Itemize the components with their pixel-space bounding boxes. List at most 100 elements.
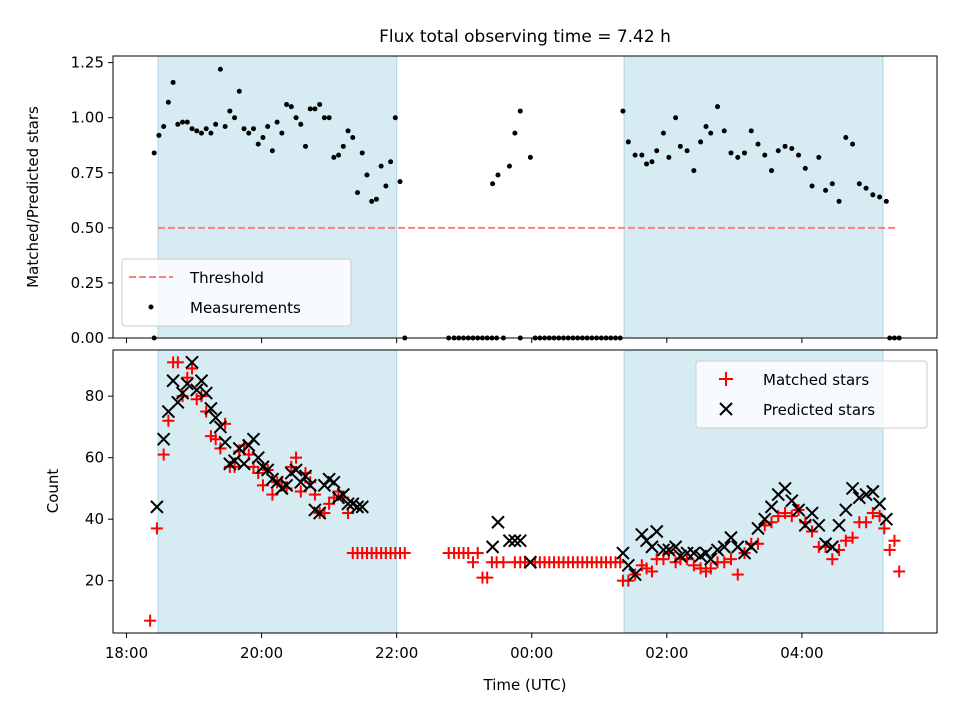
measurement-point bbox=[666, 154, 672, 160]
measurement-point bbox=[246, 130, 252, 136]
matched-star-point bbox=[285, 460, 298, 473]
matched-star-point bbox=[893, 565, 906, 578]
measurement-point bbox=[490, 181, 496, 187]
matched-star-point bbox=[195, 390, 208, 403]
matched-star-point bbox=[866, 507, 879, 520]
measurement-point bbox=[260, 135, 266, 141]
measurement-point bbox=[321, 115, 327, 121]
matched-star-point bbox=[687, 559, 700, 572]
bottom-y-tick-label: 60 bbox=[85, 449, 104, 467]
matched-star-point bbox=[888, 534, 901, 547]
bottom-y-tick-label: 40 bbox=[85, 510, 104, 528]
predicted-star-point bbox=[673, 549, 688, 563]
measurement-point bbox=[843, 135, 849, 141]
measurement-point bbox=[877, 194, 883, 200]
matched-star-point bbox=[209, 433, 222, 446]
measurement-point bbox=[340, 143, 346, 149]
measurement-point bbox=[698, 139, 704, 145]
predicted-star-b bbox=[502, 534, 517, 548]
measurement-point bbox=[250, 126, 256, 132]
predicted-star-b bbox=[485, 540, 500, 554]
measurement-point bbox=[331, 154, 337, 160]
matched-star-point bbox=[731, 568, 744, 581]
predicted-star-point bbox=[237, 457, 251, 471]
measurement-point bbox=[203, 126, 209, 132]
measurement-point bbox=[644, 161, 650, 167]
measurement-point bbox=[495, 172, 501, 178]
matched-star-point bbox=[839, 534, 852, 547]
predicted-star-point bbox=[341, 497, 355, 511]
predicted-star-b bbox=[805, 506, 819, 520]
predicted-star-b bbox=[744, 540, 758, 554]
predicted-star-b bbox=[355, 500, 369, 514]
predicted-star-point bbox=[523, 555, 538, 569]
predicted-star-b bbox=[350, 500, 365, 514]
predicted-star-point bbox=[208, 410, 223, 425]
measurement-point bbox=[654, 148, 660, 154]
x-tick-label: 00:00 bbox=[510, 644, 553, 662]
predicted-star-point bbox=[190, 383, 204, 397]
predicted-star-b bbox=[336, 487, 351, 502]
predicted-star-b bbox=[621, 558, 636, 573]
predicted-star-point bbox=[832, 518, 846, 533]
predicted-star-point bbox=[171, 395, 185, 410]
predicted-star-b bbox=[751, 521, 765, 536]
predicted-star-b bbox=[327, 475, 341, 489]
predicted-star-b bbox=[308, 503, 322, 517]
predicted-star-point bbox=[218, 435, 232, 449]
legend-threshold-label: Threshold bbox=[189, 269, 264, 287]
predicted-star-point bbox=[199, 386, 213, 400]
predicted-star-point bbox=[628, 567, 642, 582]
predicted-star-b bbox=[839, 503, 853, 517]
predicted-star-b bbox=[232, 441, 247, 456]
measurement-point bbox=[279, 130, 285, 136]
predicted-star-point bbox=[312, 506, 327, 520]
measurement-point bbox=[506, 163, 512, 169]
measurement-point bbox=[236, 88, 242, 94]
measurement-point bbox=[512, 130, 518, 136]
measurement-point bbox=[208, 130, 214, 136]
predicted-star-point bbox=[513, 534, 527, 548]
measurement-point bbox=[829, 181, 835, 187]
predicted-star-b bbox=[818, 537, 833, 551]
predicted-star-point bbox=[645, 540, 659, 554]
measurement-point bbox=[856, 181, 862, 187]
predicted-star-point bbox=[744, 540, 758, 554]
predicted-star-b bbox=[710, 543, 725, 557]
measurement-point bbox=[198, 130, 204, 136]
predicted-star-point bbox=[704, 552, 718, 566]
predicted-star-point bbox=[355, 500, 369, 514]
measurement-point bbox=[748, 128, 754, 134]
matched-star-point bbox=[171, 356, 184, 369]
predicted-star-b bbox=[778, 481, 792, 496]
measurement-point bbox=[373, 196, 379, 202]
predicted-star-point bbox=[710, 543, 725, 557]
measurement-point bbox=[836, 198, 842, 204]
matched-star-point bbox=[704, 562, 717, 575]
predicted-star-point bbox=[294, 475, 308, 489]
predicted-star-point bbox=[194, 374, 209, 388]
predicted-star-point bbox=[491, 515, 505, 529]
x-tick-label: 04:00 bbox=[780, 644, 823, 662]
predicted-star-b bbox=[845, 481, 860, 496]
predicted-star-b bbox=[832, 518, 846, 533]
measurement-point bbox=[816, 154, 822, 160]
predicted-star-b bbox=[859, 487, 873, 502]
matched-star-point bbox=[497, 556, 510, 569]
measurement-point bbox=[775, 148, 781, 154]
measurement-point bbox=[217, 66, 223, 72]
predicted-star-b bbox=[872, 497, 887, 511]
predicted-star-b bbox=[294, 475, 308, 489]
measurement-point bbox=[255, 141, 261, 147]
top-y-tick-label: 0.75 bbox=[71, 164, 104, 182]
predicted-star-point bbox=[232, 441, 247, 456]
measurement-point bbox=[293, 115, 299, 121]
predicted-star-b bbox=[322, 472, 336, 486]
matched-star-point bbox=[157, 448, 170, 461]
top-y-tick-label: 0.50 bbox=[71, 219, 104, 237]
top-y-axis-label: Matched/Predicted stars bbox=[24, 106, 42, 288]
measurement-point bbox=[762, 152, 768, 158]
measurement-point bbox=[721, 128, 727, 134]
measurement-point bbox=[625, 139, 631, 145]
matched-star-point bbox=[481, 571, 494, 584]
